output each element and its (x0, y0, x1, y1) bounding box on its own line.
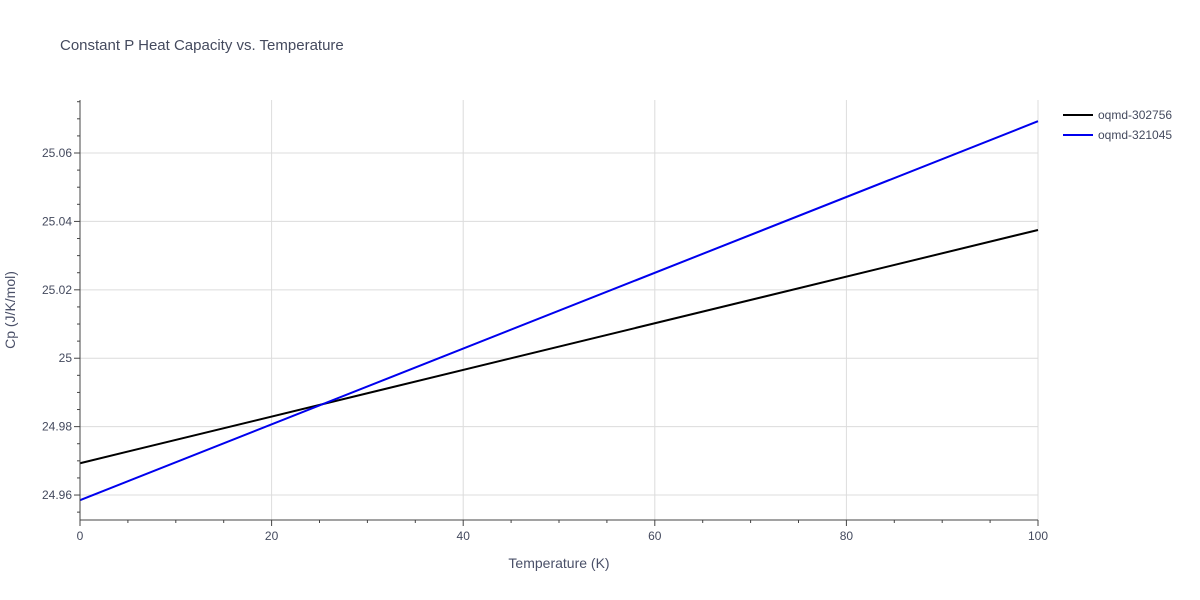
legend-item[interactable]: oqmd-321045 (1063, 128, 1172, 142)
x-tick-label: 40 (457, 529, 471, 543)
x-tick-label: 20 (265, 529, 279, 543)
legend: oqmd-302756 oqmd-321045 (1063, 108, 1172, 142)
series-line-oqmd-302756 (79, 228, 1039, 465)
y-tick-label: 25 (59, 351, 73, 365)
chart-title: Constant P Heat Capacity vs. Temperature (60, 37, 344, 54)
legend-label: oqmd-321045 (1098, 128, 1172, 142)
x-axis-title: Temperature (K) (508, 555, 609, 571)
x-tick-label: 0 (77, 529, 84, 543)
grid (80, 100, 1039, 520)
series-line-oqmd-321045 (79, 120, 1039, 502)
x-axis-ticks: 0 20 40 60 80 100 (77, 520, 1048, 543)
y-axis-title: Cp (J/K/mol) (2, 271, 18, 349)
x-tick-label: 60 (648, 529, 662, 543)
legend-item[interactable]: oqmd-302756 (1063, 108, 1172, 122)
y-tick-label: 25.04 (42, 214, 72, 228)
x-tick-label: 100 (1028, 529, 1048, 543)
y-tick-label: 24.98 (42, 420, 72, 434)
y-tick-label: 25.02 (42, 283, 72, 297)
legend-label: oqmd-302756 (1098, 108, 1172, 122)
y-axis-ticks: 24.96 24.98 25 25.02 25.04 25.06 (42, 101, 80, 513)
y-tick-label: 24.96 (42, 488, 72, 502)
y-tick-label: 25.06 (42, 146, 72, 160)
plot-area (79, 120, 1039, 502)
x-tick-label: 80 (840, 529, 854, 543)
